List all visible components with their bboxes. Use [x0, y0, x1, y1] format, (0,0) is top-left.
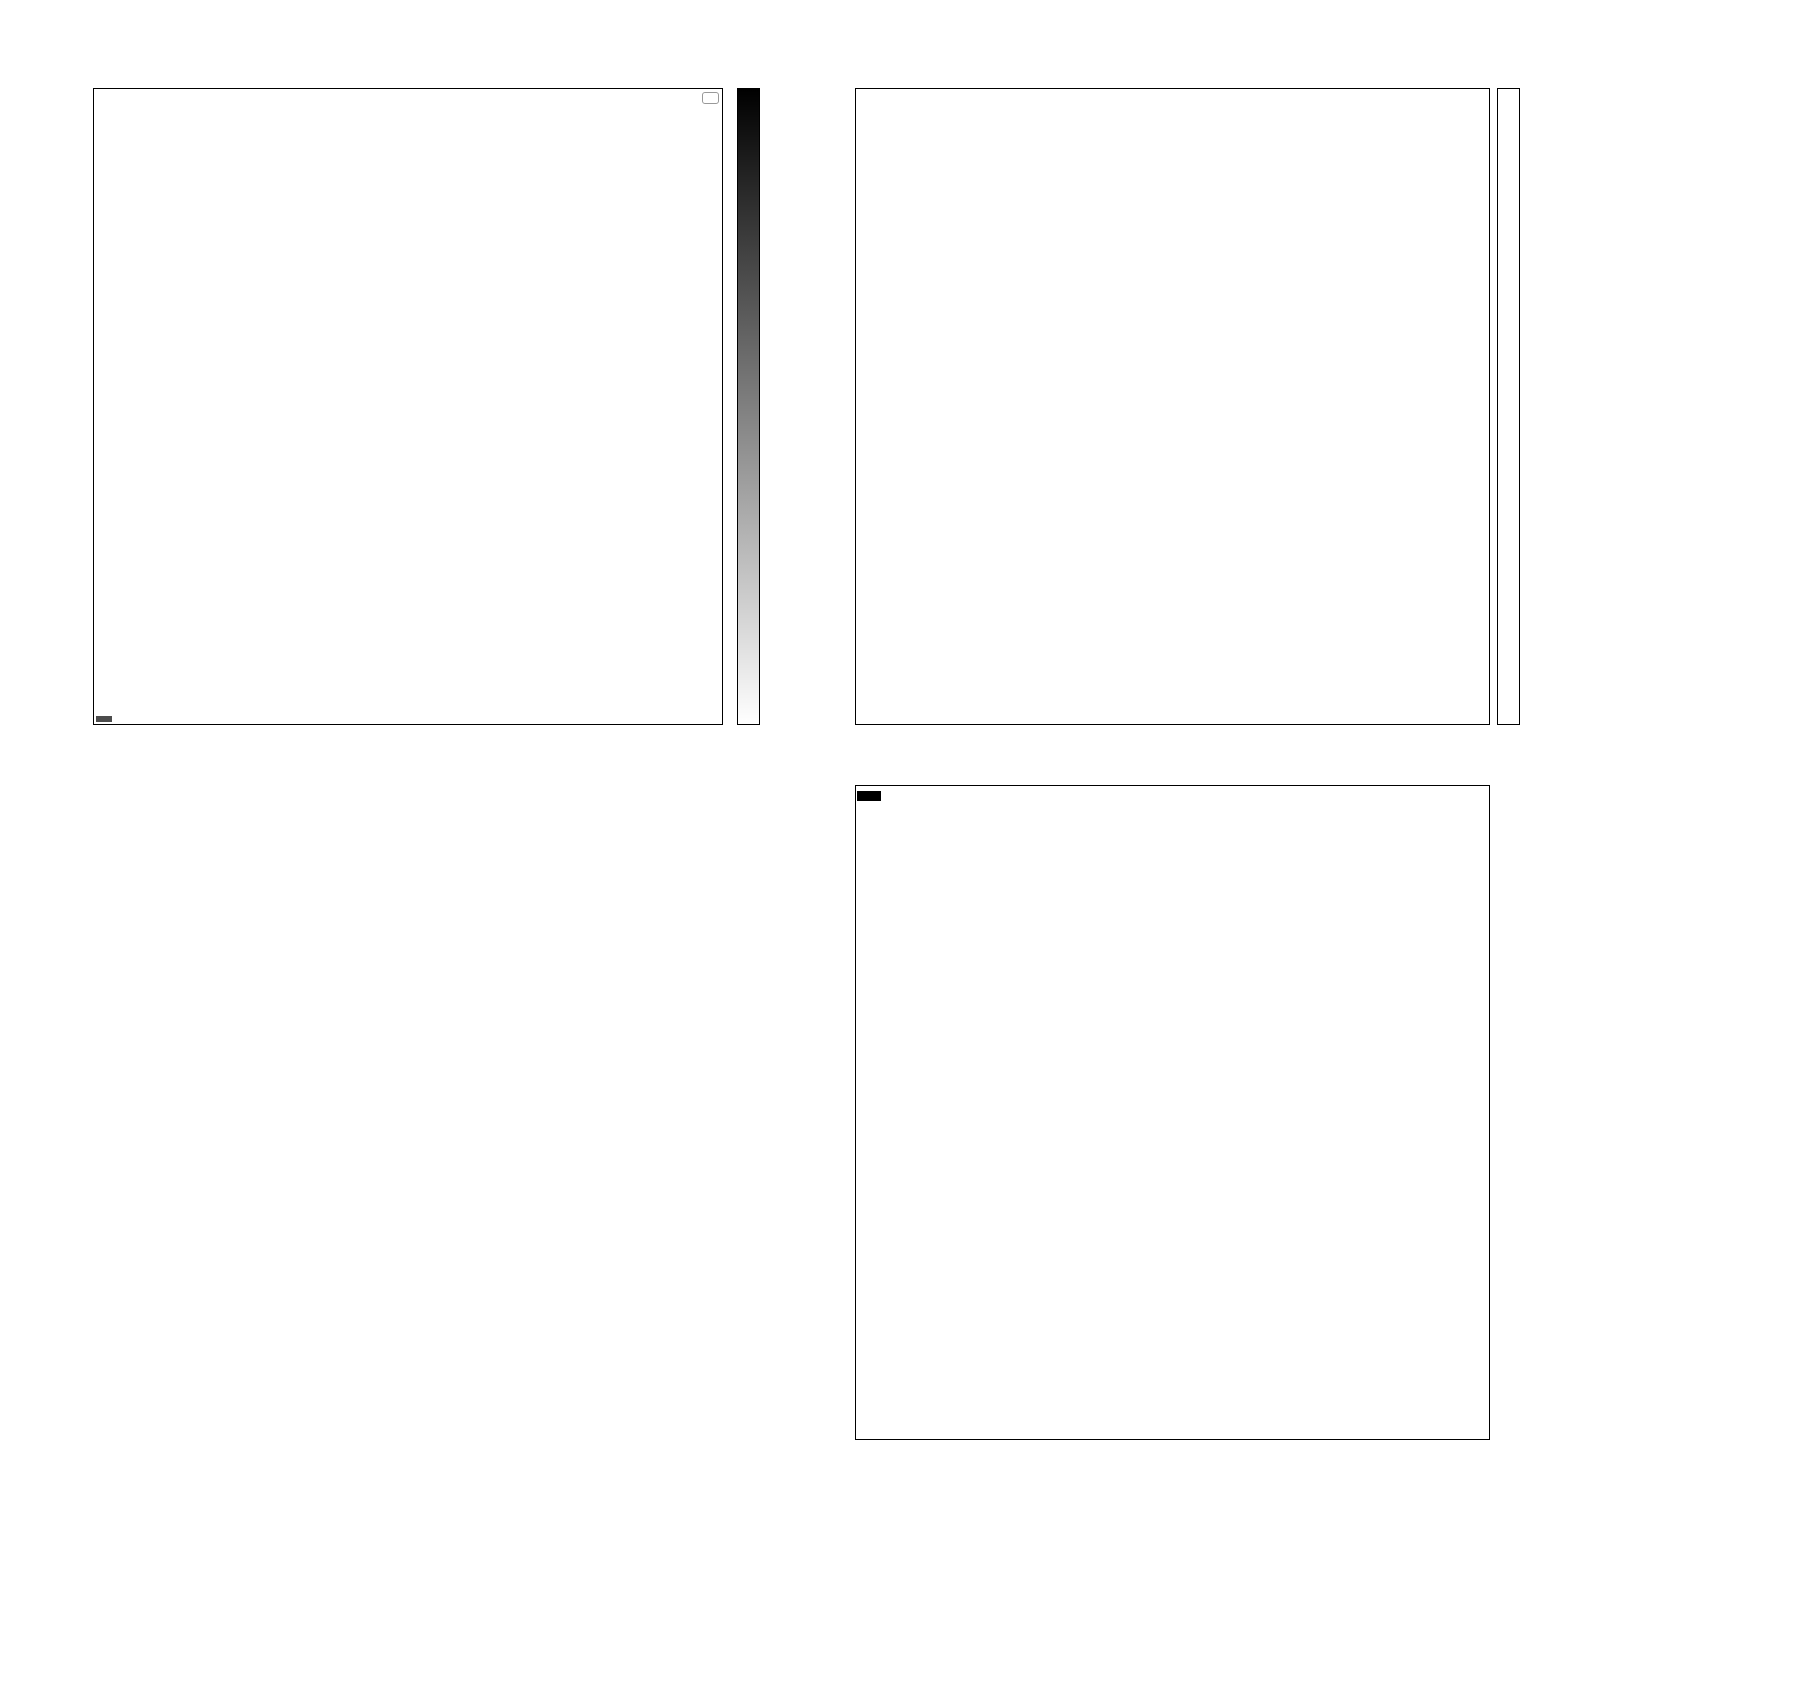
diagnosis-charts-panel — [0, 745, 830, 1690]
ir-colorbar — [1497, 88, 1520, 725]
ir-colorbar-gradient — [1498, 89, 1519, 724]
enhanced-ir-image — [856, 89, 1489, 724]
copyright-label — [96, 716, 112, 722]
band14-satellite-image — [94, 89, 722, 724]
band14-mesoscale-panel — [0, 0, 800, 745]
band14-map — [93, 88, 723, 725]
wind-pressure-chart — [85, 790, 745, 1108]
enhanced-ir-panel — [800, 0, 1797, 745]
wmg-pixel-image — [856, 786, 1489, 1439]
enhanced-ir-map — [855, 88, 1490, 725]
ace-chart — [85, 1118, 745, 1440]
wmg-panel — [800, 745, 1797, 1690]
wmg-count-badge — [857, 791, 881, 801]
wmg-image-frame — [855, 785, 1490, 1440]
band14-colorbar — [737, 88, 760, 725]
map-legend — [702, 92, 719, 104]
